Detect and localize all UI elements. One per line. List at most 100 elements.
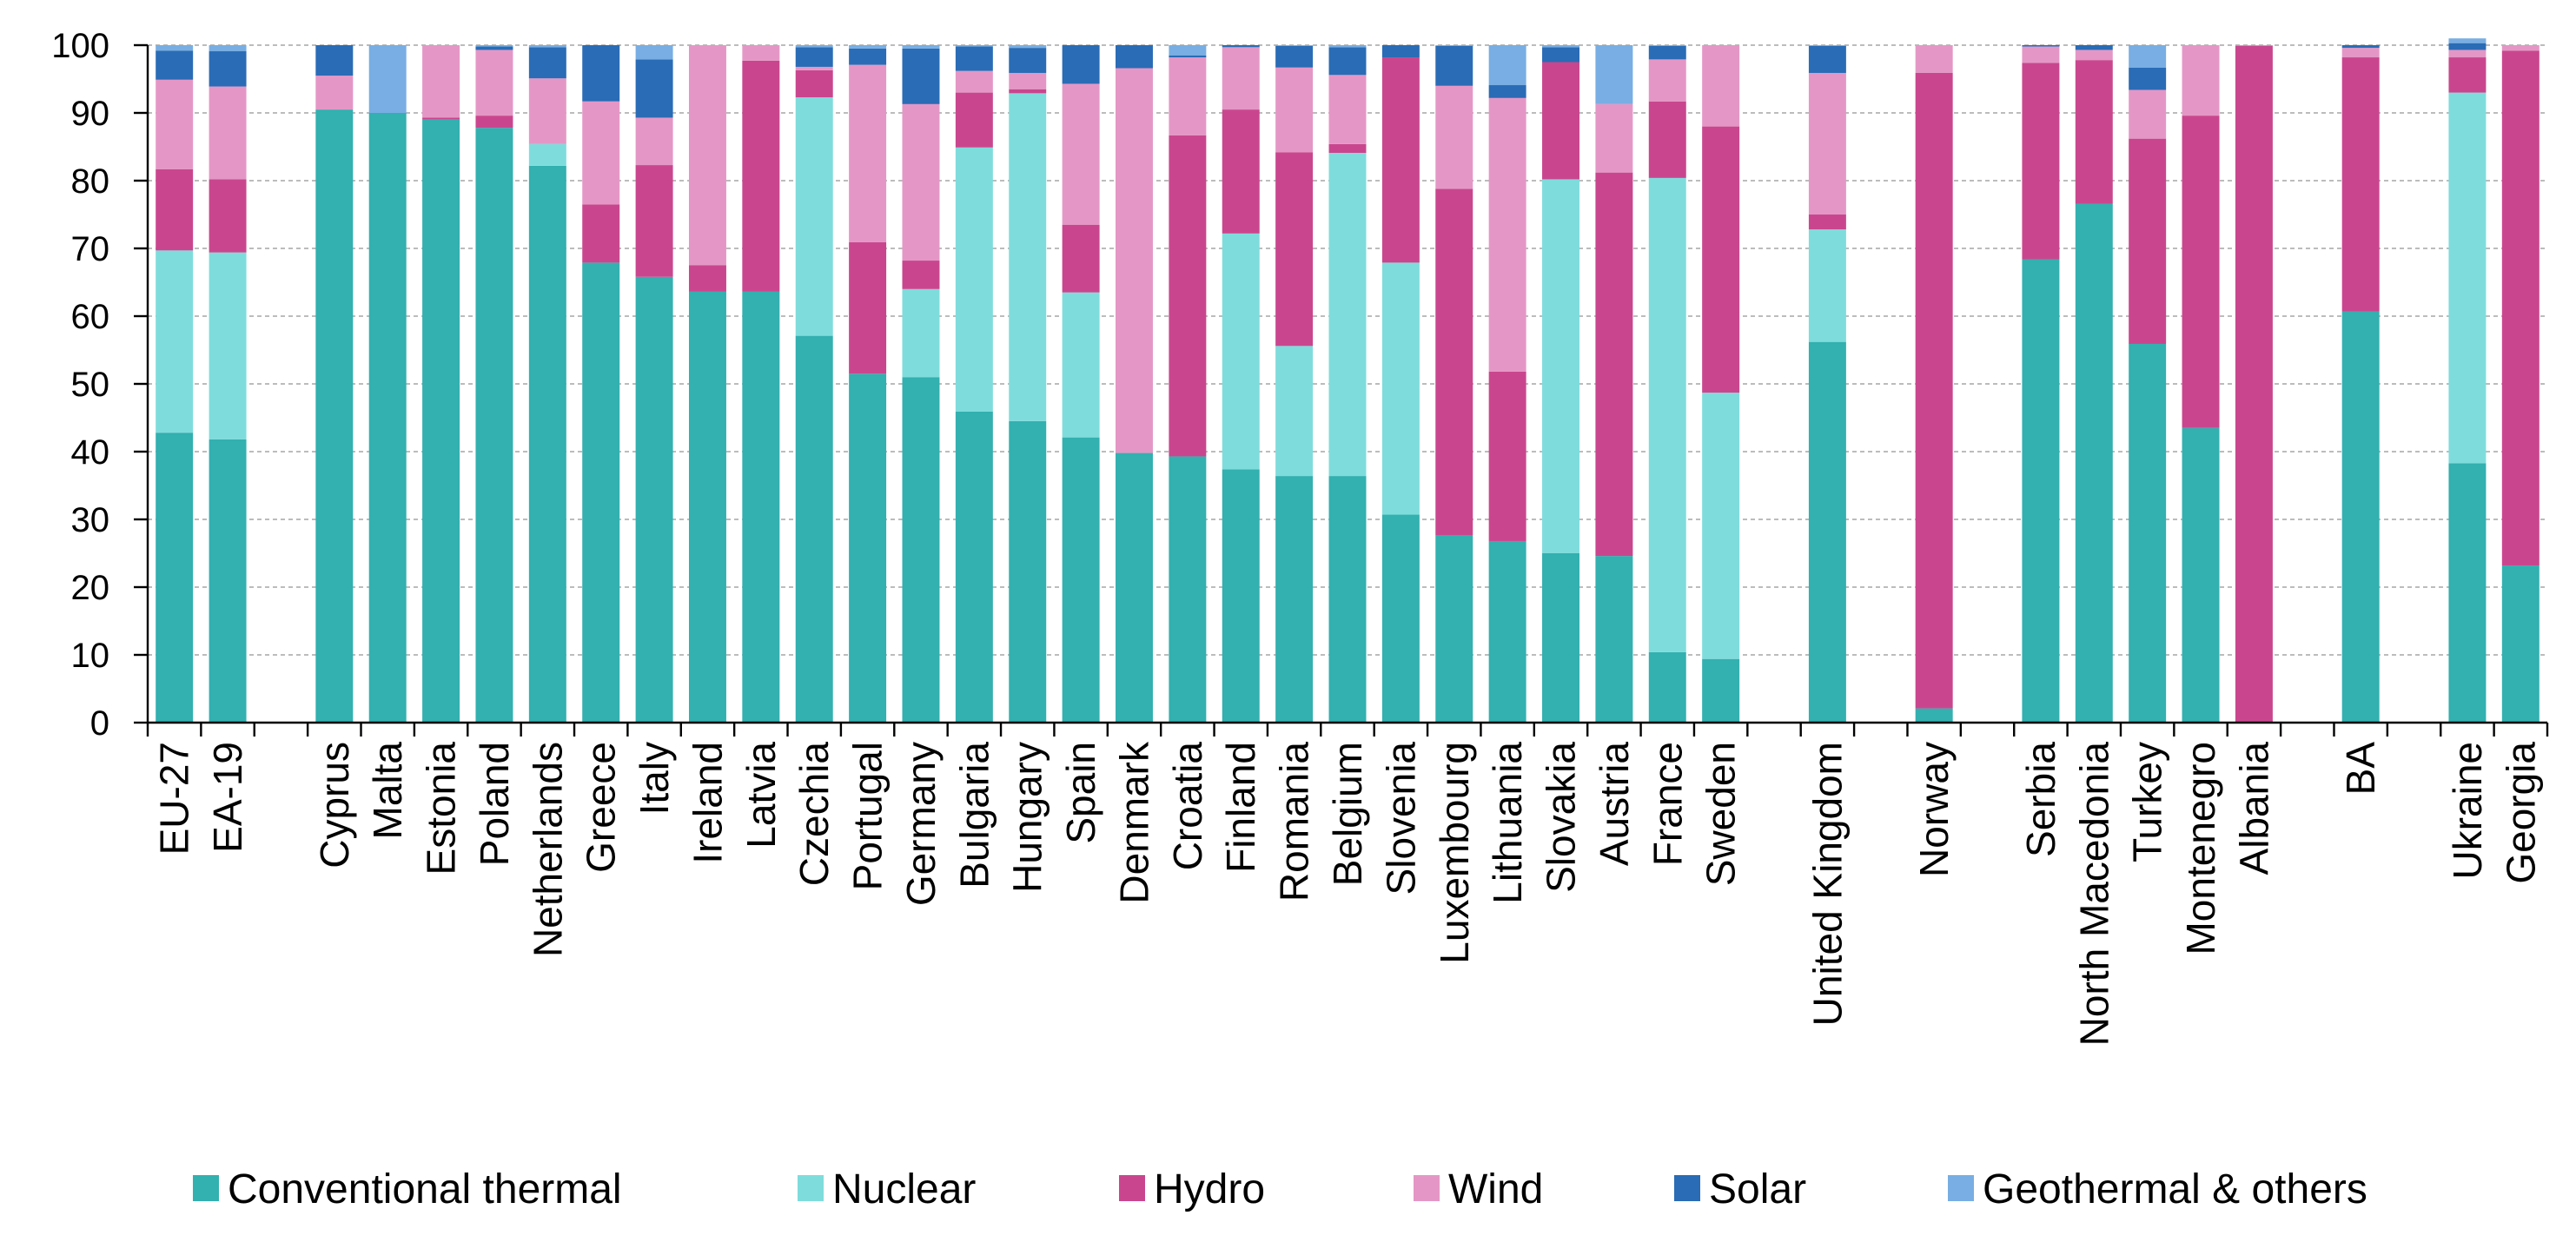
x-tick-label-serbia: Serbia bbox=[2018, 742, 2063, 857]
x-tick-label-norway: Norway bbox=[1911, 742, 1957, 877]
bar-germany-solar bbox=[902, 48, 940, 104]
bar-czechia-wind bbox=[795, 66, 833, 70]
bar-poland-wind bbox=[475, 50, 513, 116]
bar-netherlands-geothermal-others bbox=[528, 45, 566, 48]
x-tick-label-slovakia: Slovakia bbox=[1539, 742, 1584, 893]
bar-belgium-conventional-thermal bbox=[1328, 476, 1367, 723]
bar-united-kingdom-geothermal-others bbox=[1808, 45, 1846, 46]
bar-romania-geothermal-others bbox=[1275, 45, 1314, 46]
bar-portugal-hydro bbox=[849, 241, 887, 374]
legend-swatch-hydro bbox=[1119, 1175, 1145, 1201]
x-tick-label-ukraine: Ukraine bbox=[2445, 742, 2490, 880]
bar-bulgaria-wind bbox=[955, 70, 993, 93]
y-tick-labels: 0 10 20 30 40 50 60 70 80 90 100 bbox=[51, 27, 109, 743]
x-tick-label-hungary: Hungary bbox=[1005, 742, 1050, 893]
bar-bulgaria-nuclear bbox=[955, 147, 993, 412]
bar-spain-nuclear bbox=[1062, 292, 1100, 438]
bar-belgium-hydro bbox=[1328, 143, 1367, 154]
bar-lithuania-hydro bbox=[1488, 371, 1526, 541]
x-tick-label-united-kingdom: United Kingdom bbox=[1805, 742, 1850, 1026]
bar-serbia-hydro bbox=[2022, 63, 2060, 260]
bar-lithuania-geothermal-others bbox=[1488, 45, 1526, 86]
bar-ba-conventional-thermal bbox=[2341, 311, 2380, 723]
bar-romania-nuclear bbox=[1275, 346, 1314, 477]
x-tick-label-georgia: Georgia bbox=[2498, 742, 2543, 884]
bar-bulgaria-conventional-thermal bbox=[955, 411, 993, 723]
x-tick-label-north-macedonia: North Macedonia bbox=[2071, 742, 2116, 1047]
bar-eu-27-hydro bbox=[156, 168, 194, 251]
bar-finland-solar bbox=[1222, 45, 1260, 48]
bar-turkey-geothermal-others bbox=[2129, 45, 2167, 68]
bar-romania-hydro bbox=[1275, 152, 1314, 347]
bar-slovenia-solar bbox=[1381, 45, 1420, 58]
bar-luxembourg-solar bbox=[1435, 45, 1473, 86]
y-tick-label-20: 20 bbox=[71, 569, 110, 607]
bar-spain-conventional-thermal bbox=[1062, 437, 1100, 723]
bar-france-geothermal-others bbox=[1648, 45, 1686, 46]
bar-belgium-geothermal-others bbox=[1328, 45, 1367, 48]
bar-georgia-wind bbox=[2501, 45, 2540, 51]
x-tick-label-poland: Poland bbox=[472, 742, 517, 866]
bar-eu-27-geothermal-others bbox=[156, 45, 194, 51]
bar-north-macedonia-conventional-thermal bbox=[2075, 203, 2113, 723]
bar-slovenia-conventional-thermal bbox=[1381, 514, 1420, 723]
legend-swatch-wind bbox=[1414, 1175, 1440, 1201]
bar-portugal-wind bbox=[849, 64, 887, 242]
bar-serbia-solar bbox=[2022, 45, 2060, 47]
bar-portugal-solar bbox=[849, 48, 887, 65]
bar-ukraine-wind bbox=[2448, 50, 2487, 58]
bar-denmark-solar bbox=[1116, 45, 1153, 69]
bar-cyprus-conventional-thermal bbox=[315, 109, 354, 723]
bar-luxembourg-wind bbox=[1435, 85, 1473, 189]
x-tick-label-luxembourg: Luxembourg bbox=[1432, 742, 1477, 964]
bar-ukraine-hydro bbox=[2448, 57, 2487, 93]
bar-estonia-wind bbox=[422, 45, 460, 118]
y-tick-label-60: 60 bbox=[71, 298, 110, 336]
bar-greece-conventional-thermal bbox=[582, 262, 620, 723]
bar-bulgaria-geothermal-others bbox=[955, 45, 993, 47]
x-tick-label-malta: Malta bbox=[365, 742, 410, 840]
x-tick-label-greece: Greece bbox=[579, 742, 624, 873]
bar-estonia-conventional-thermal bbox=[422, 119, 460, 723]
bar-czechia-solar bbox=[795, 47, 833, 67]
x-tick-label-austria: Austria bbox=[1592, 742, 1637, 867]
x-tick-label-eu-27: EU-27 bbox=[152, 742, 197, 855]
bar-croatia-conventional-thermal bbox=[1169, 456, 1207, 723]
bar-north-macedonia-hydro bbox=[2075, 60, 2113, 204]
bar-germany-conventional-thermal bbox=[902, 377, 940, 723]
bar-slovenia-hydro bbox=[1381, 57, 1420, 263]
x-tick-label-portugal: Portugal bbox=[845, 742, 891, 890]
bar-denmark-wind bbox=[1116, 68, 1153, 453]
legend-label-conventional-thermal: Conventional thermal bbox=[228, 1166, 622, 1212]
bar-italy-wind bbox=[635, 117, 673, 166]
bar-bulgaria-solar bbox=[955, 46, 993, 71]
bar-italy-geothermal-others bbox=[635, 45, 673, 60]
bar-ba-wind bbox=[2341, 48, 2380, 58]
bar-slovakia-conventional-thermal bbox=[1542, 553, 1579, 723]
bar-france-wind bbox=[1648, 59, 1686, 102]
bar-netherlands-solar bbox=[528, 47, 566, 79]
bar-norway-conventional-thermal bbox=[1915, 708, 1953, 723]
bar-italy-solar bbox=[635, 59, 673, 118]
bar-turkey-solar bbox=[2129, 67, 2167, 90]
bar-ea-19-hydro bbox=[209, 179, 247, 253]
bar-belgium-solar bbox=[1328, 47, 1367, 76]
bar-ukraine-geothermal-others bbox=[2448, 38, 2487, 43]
bar-sweden-wind bbox=[1702, 45, 1740, 127]
bar-slovakia-nuclear bbox=[1542, 179, 1579, 553]
legend-swatch-conventional-thermal bbox=[193, 1175, 219, 1201]
x-tick-label-ba: BA bbox=[2338, 742, 2383, 796]
bar-czechia-conventional-thermal bbox=[795, 335, 833, 723]
bar-eu-27-solar bbox=[156, 50, 194, 80]
bar-hungary-solar bbox=[1009, 48, 1047, 73]
axes bbox=[134, 43, 2549, 737]
bar-georgia-hydro bbox=[2501, 50, 2540, 566]
bar-greece-solar bbox=[582, 45, 620, 102]
bar-croatia-geothermal-others bbox=[1169, 45, 1207, 56]
bar-greece-hydro bbox=[582, 204, 620, 263]
bar-luxembourg-conventional-thermal bbox=[1435, 535, 1473, 723]
bar-germany-nuclear bbox=[902, 288, 940, 378]
bar-sweden-conventional-thermal bbox=[1702, 658, 1740, 723]
bar-latvia-conventional-thermal bbox=[742, 291, 780, 723]
legend-label-solar: Solar bbox=[1709, 1166, 1806, 1212]
